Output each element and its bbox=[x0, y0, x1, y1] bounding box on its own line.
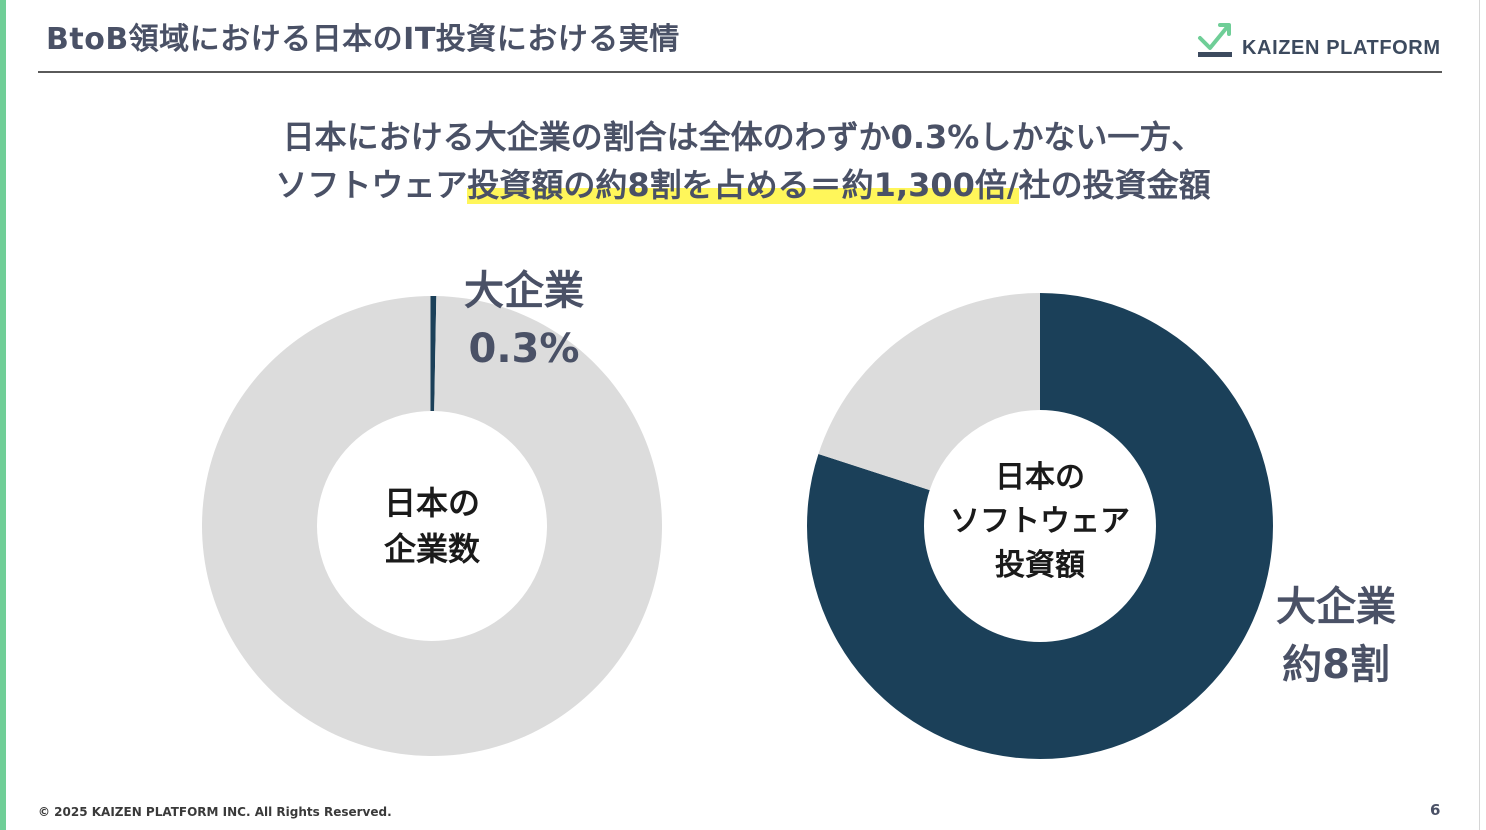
donut2-slice-label: 大企業 約8割 bbox=[1236, 578, 1436, 694]
donut2-slice-label-line-2: 約8割 bbox=[1282, 642, 1390, 688]
headline-line-2: ソフトウェア投資額の約8割を占める＝約1,300倍/社の投資金額 bbox=[0, 160, 1486, 206]
donut1-center-label: 日本の 企業数 bbox=[332, 480, 532, 572]
slide-title: BtoB領域における日本のIT投資における実情 bbox=[46, 22, 680, 57]
donut1-center-line-1: 日本の bbox=[383, 484, 480, 522]
headline-highlight: 投資額の約8割を占める＝約1,300倍/ bbox=[467, 166, 1019, 204]
donut2-slice-large-companies bbox=[806, 293, 1273, 759]
donut2-center-line-3: 投資額 bbox=[995, 548, 1085, 583]
donut1-slice-label: 大企業 0.3% bbox=[424, 262, 624, 378]
footer-copyright: © 2025 KAIZEN PLATFORM INC. All Rights R… bbox=[38, 805, 392, 819]
donut-chart-software-investment bbox=[806, 293, 1273, 759]
logo-text: KAIZEN PLATFORM bbox=[1242, 37, 1441, 59]
donut1-slice-label-line-1: 大企業 bbox=[464, 268, 584, 314]
donut2-center-label: 日本の ソフトウェア 投資額 bbox=[930, 456, 1150, 588]
headline-line-2-pre: ソフトウェア bbox=[275, 166, 468, 204]
page-number: 6 bbox=[1430, 801, 1441, 819]
donut1-slice-others bbox=[201, 296, 662, 756]
headline-line-2-post: 社の投資金額 bbox=[1018, 166, 1211, 204]
slide-edge bbox=[1479, 0, 1480, 830]
donut1-slice-label-line-2: 0.3% bbox=[468, 326, 580, 372]
donut1-center-line-2: 企業数 bbox=[383, 530, 480, 568]
donut2-center-line-1: 日本の bbox=[995, 460, 1085, 495]
headline-line-1: 日本における大企業の割合は全体のわずか0.3%しかない一方、 bbox=[282, 118, 1204, 156]
donut2-slice-label-line-1: 大企業 bbox=[1276, 584, 1396, 630]
donut2-slice-others bbox=[818, 293, 1040, 491]
accent-bar bbox=[0, 0, 6, 830]
donut2-center-line-2: ソフトウェア bbox=[950, 504, 1130, 539]
donut-chart-companies bbox=[201, 296, 662, 756]
kaizen-logo-icon bbox=[1198, 23, 1232, 57]
header-divider bbox=[38, 71, 1442, 73]
